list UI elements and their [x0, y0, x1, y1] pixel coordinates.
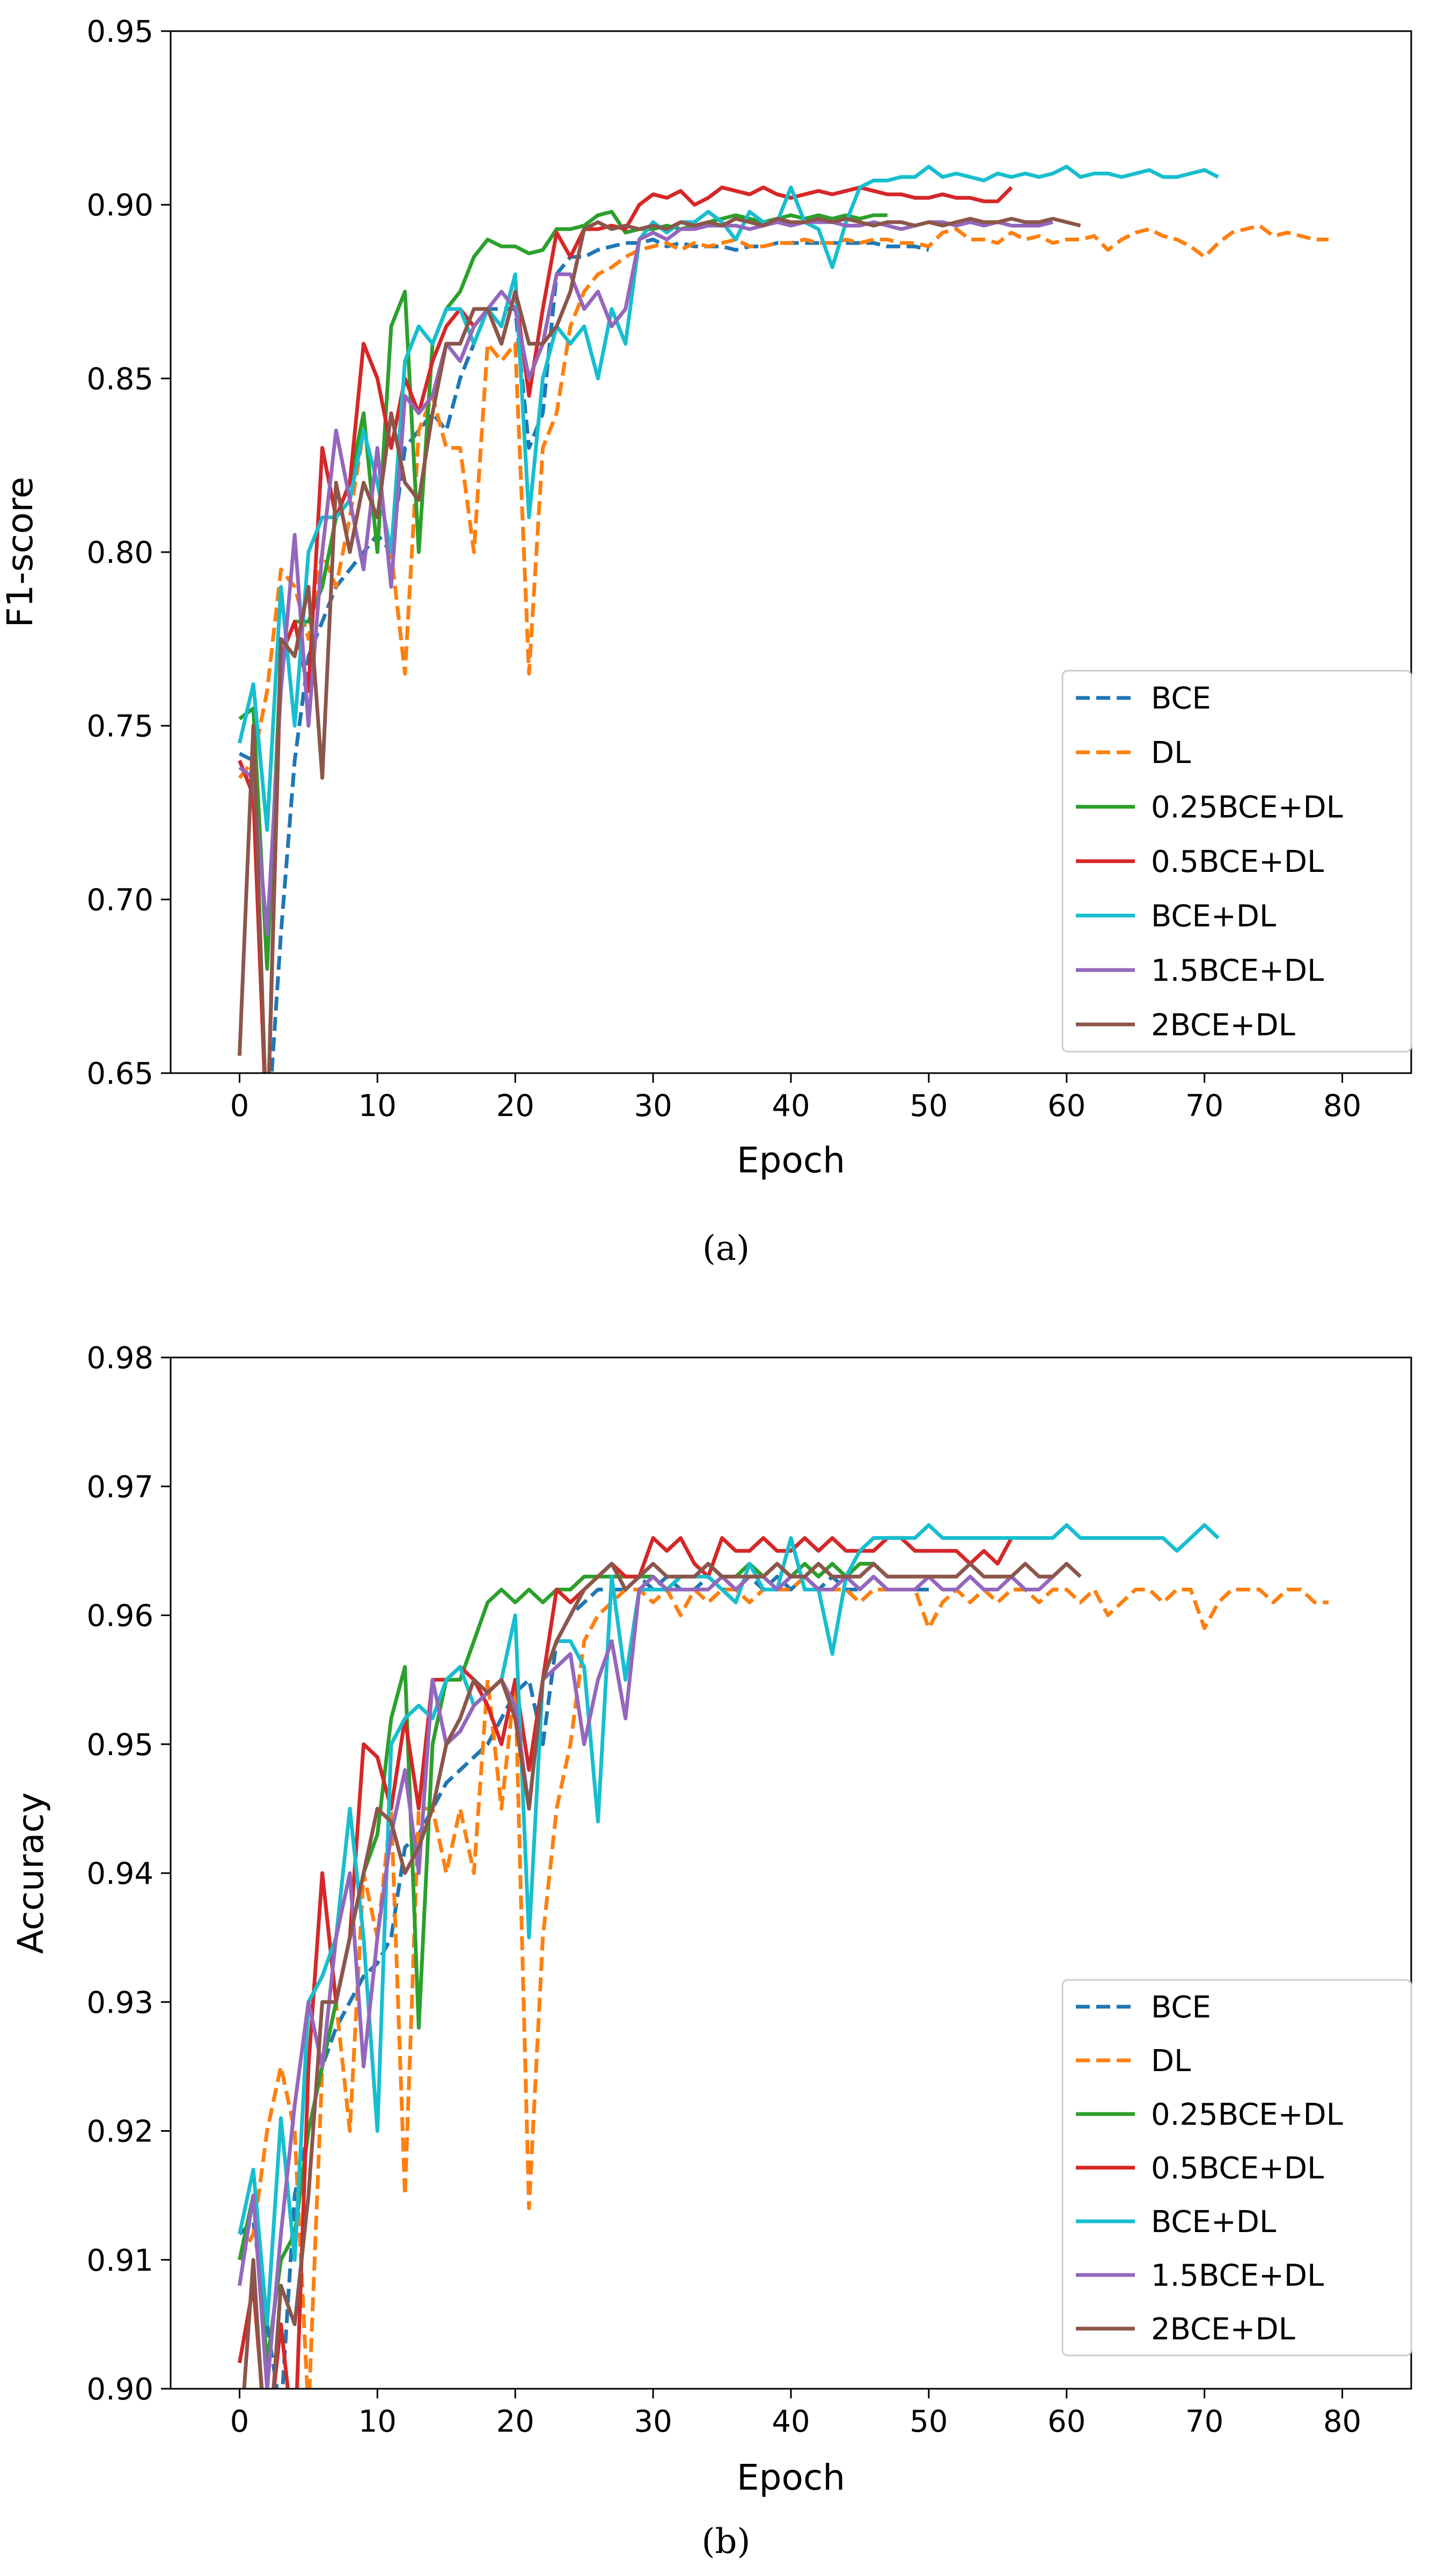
x-tick-label: 20 — [496, 2404, 534, 2439]
x-tick-label: 70 — [1185, 1089, 1223, 1124]
y-tick-label: 0.93 — [86, 1985, 153, 2020]
legend-label: 1.5BCE+DL — [1151, 2258, 1324, 2293]
legend-label: 2BCE+DL — [1151, 1008, 1295, 1043]
x-tick-label: 60 — [1047, 1089, 1086, 1124]
series-line-dl — [238, 224, 1329, 779]
legend-label: BCE+DL — [1151, 2205, 1276, 2240]
series-line-bce-dl — [237, 1523, 1220, 2327]
x-tick-label: 50 — [910, 1089, 948, 1124]
y-tick-label: 0.75 — [86, 709, 153, 744]
series-line-0-25bce-dl — [237, 1561, 889, 2365]
legend-label: 0.5BCE+DL — [1151, 845, 1324, 879]
x-tick-label: 80 — [1323, 1089, 1361, 1124]
x-tick-label: 20 — [496, 1089, 534, 1124]
legend-label: DL — [1151, 2044, 1191, 2079]
legend-label: BCE — [1151, 681, 1211, 716]
series-line-1-5bce-dl — [238, 220, 1053, 936]
legend-box — [1061, 670, 1412, 1053]
legend: BCE DL 0.25BCE+DL 0.5BCE+DL BCE+DL 1.5BCE+DL 2… — [1061, 1979, 1412, 2357]
y-axis-label: Accuracy — [10, 1792, 52, 1954]
series-line-bce — [238, 1574, 929, 2389]
legend-label: BCE — [1151, 1990, 1211, 2025]
y-tick-label: 0.85 — [86, 362, 153, 397]
series-line-0-5bce-dl — [237, 1536, 1014, 2389]
y-tick-label: 0.94 — [86, 1856, 153, 1891]
legend-box — [1061, 1979, 1412, 2357]
y-tick-label: 0.65 — [86, 1056, 153, 1091]
series-line-bce-dl — [237, 165, 1219, 832]
legend-label: DL — [1151, 736, 1191, 770]
y-tick-label: 0.90 — [86, 188, 153, 223]
legend: BCE DL 0.25BCE+DL 0.5BCE+DL BCE+DL 1.5BCE+DL 2… — [1061, 670, 1412, 1053]
x-tick-label: 40 — [772, 1089, 810, 1124]
series-line-dl — [238, 1574, 1329, 2389]
y-tick-label: 0.95 — [86, 14, 153, 49]
chart-0: 0 10 20 30 40 50 60 70 80 0.65 0.70 0.75 0.80 0.85 0.9… — [0, 14, 1412, 1181]
x-tick-label: 10 — [358, 1089, 397, 1124]
series-line-2bce-dl — [237, 217, 1081, 1073]
x-tick-label: 30 — [634, 1089, 672, 1124]
legend-label: 0.25BCE+DL — [1151, 790, 1343, 825]
legend-label: 0.25BCE+DL — [1151, 2097, 1343, 2132]
y-tick-label: 0.91 — [86, 2243, 153, 2278]
y-tick-label: 0.95 — [86, 1728, 153, 1763]
y-tick-label: 0.98 — [86, 1341, 153, 1376]
series-line-0-25bce-dl — [238, 210, 888, 971]
series-line-0-5bce-dl — [238, 185, 1013, 1073]
caption-a: (a) — [702, 1229, 750, 1268]
x-tick-label: 50 — [910, 2404, 948, 2439]
x-tick-label: 70 — [1185, 2404, 1223, 2439]
y-tick-label: 0.96 — [86, 1599, 153, 1634]
x-tick-label: 30 — [634, 2404, 672, 2439]
x-tick-label: 0 — [230, 1089, 250, 1124]
x-axis-label: Epoch — [737, 1140, 845, 1181]
y-tick-label: 0.97 — [86, 1470, 153, 1504]
y-tick-label: 0.80 — [86, 535, 153, 570]
series-line-1-5bce-dl — [237, 1574, 1054, 2389]
y-tick-label: 0.92 — [86, 2115, 153, 2149]
series-line-bce — [238, 237, 929, 1073]
x-tick-label: 10 — [358, 2404, 397, 2439]
legend-label: 1.5BCE+DL — [1151, 953, 1324, 988]
chart-1: 0 10 20 30 40 50 60 70 80 0.90 0.91 0.92 0.93 0.94 0.9… — [10, 1341, 1412, 2498]
legend-label: BCE+DL — [1151, 899, 1276, 934]
series-line-2bce-dl — [242, 1561, 1082, 2389]
x-axis-label: Epoch — [737, 2457, 845, 2498]
y-axis-label: F1-score — [0, 476, 41, 627]
caption-b: (b) — [701, 2522, 751, 2562]
x-tick-label: 80 — [1323, 2404, 1361, 2439]
y-tick-label: 0.70 — [86, 883, 153, 918]
x-tick-label: 60 — [1047, 2404, 1086, 2439]
x-tick-label: 0 — [230, 2404, 250, 2439]
y-tick-label: 0.90 — [86, 2372, 153, 2407]
legend-label: 2BCE+DL — [1151, 2312, 1295, 2347]
legend-label: 0.5BCE+DL — [1151, 2151, 1324, 2186]
x-tick-label: 40 — [772, 2404, 810, 2439]
